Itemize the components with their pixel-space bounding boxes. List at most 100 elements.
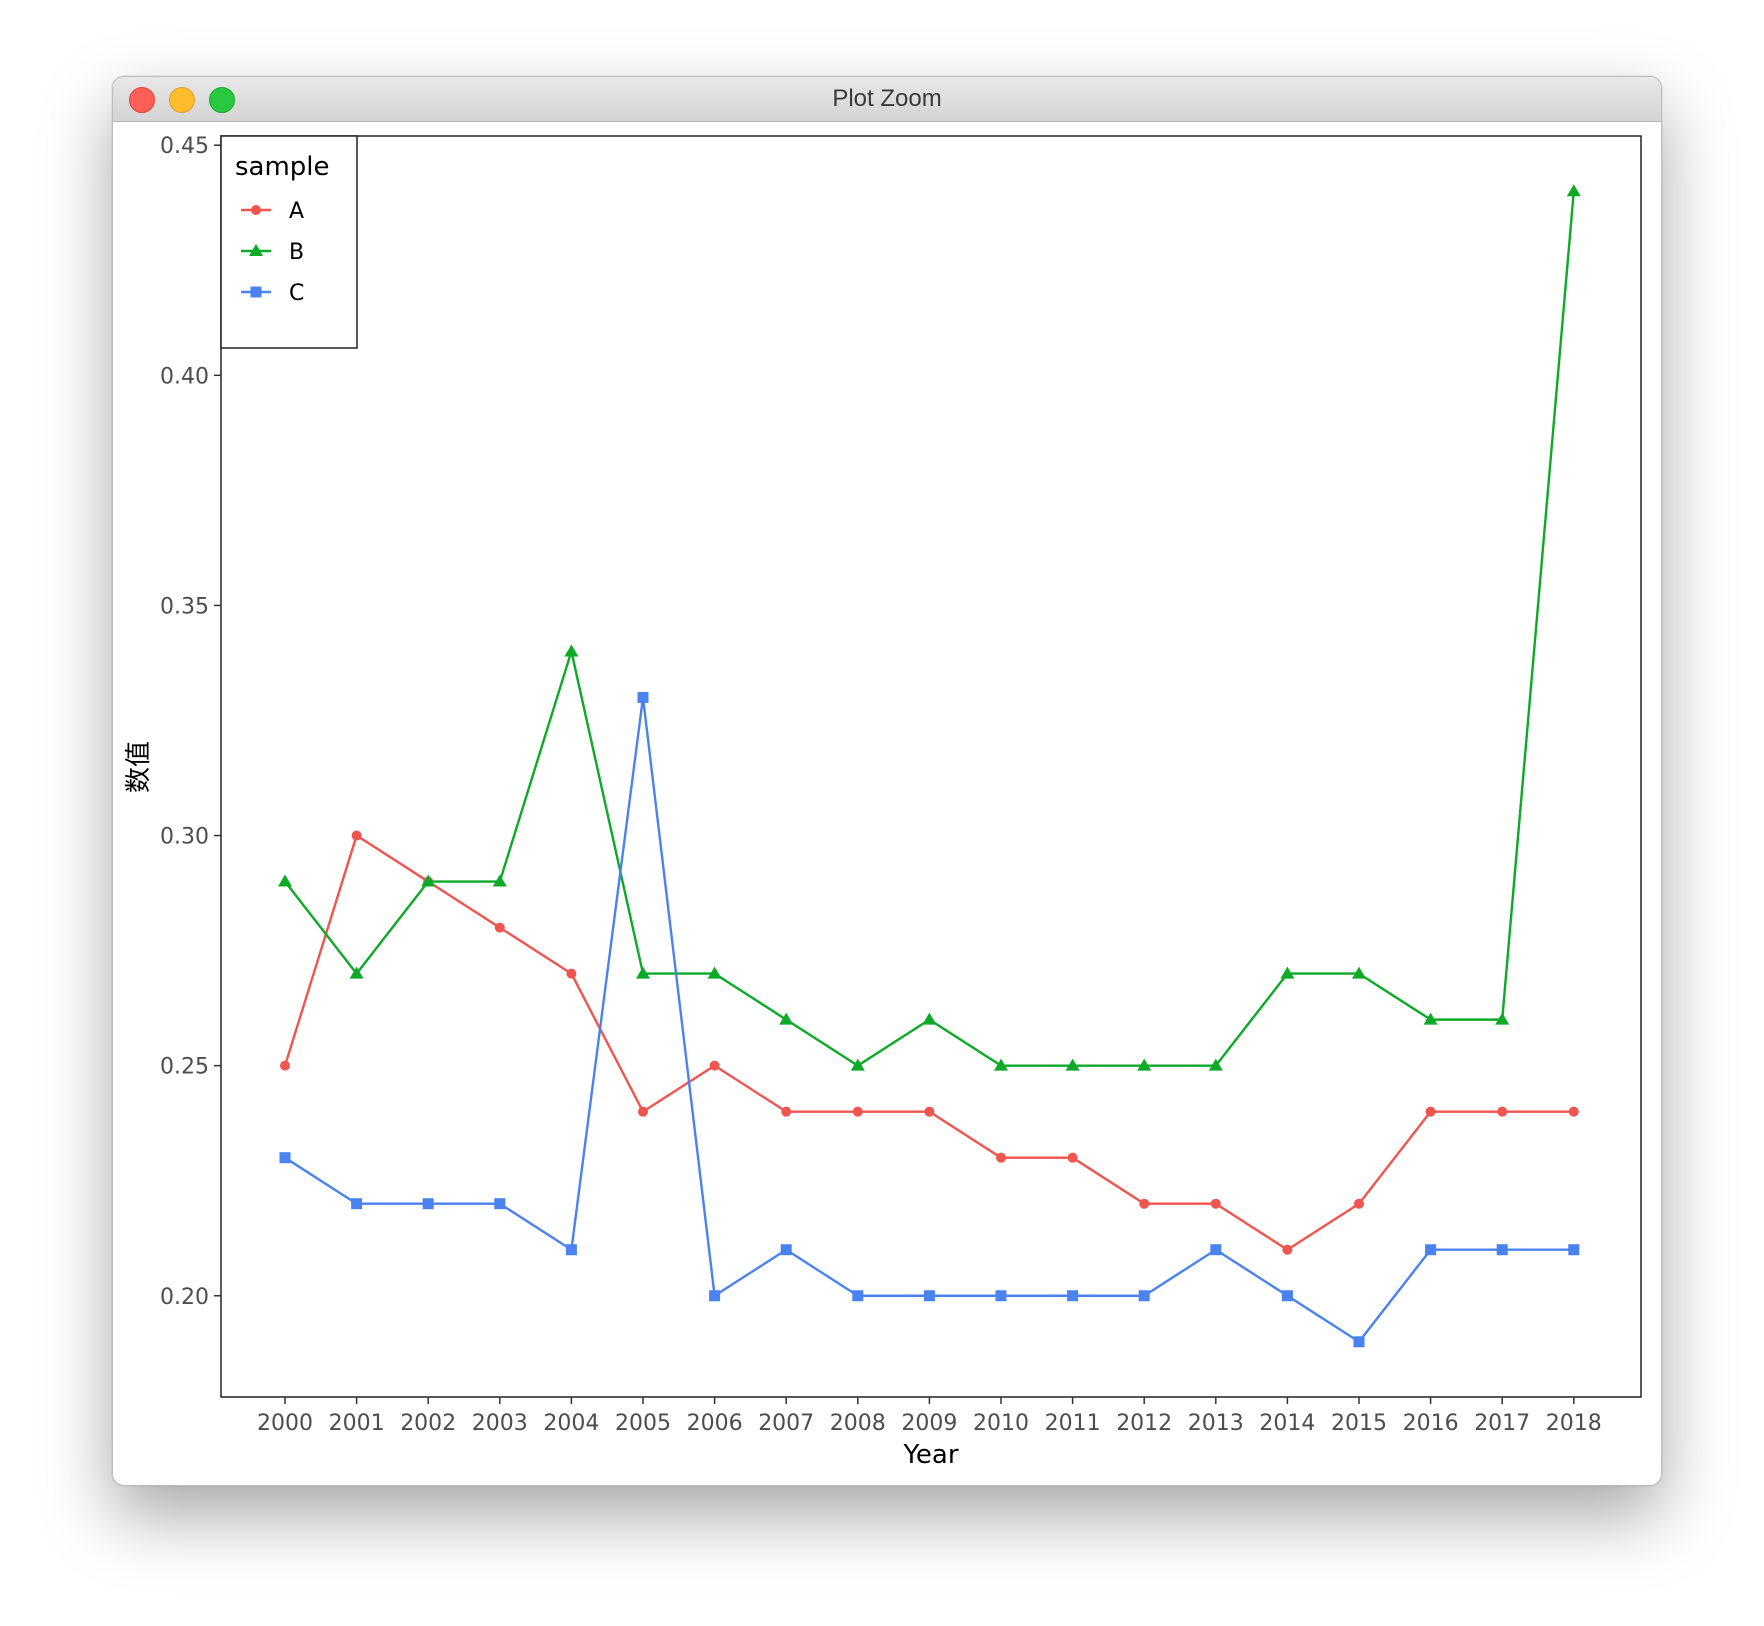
x-tick-label: 2010 — [973, 1411, 1029, 1436]
series-layer — [278, 184, 1581, 1348]
legend-title: sample — [235, 152, 330, 182]
data-point — [780, 1244, 792, 1256]
data-point — [1354, 1198, 1364, 1209]
series-line — [283, 834, 1574, 1251]
x-axis-label: Year — [902, 1440, 958, 1470]
data-point — [636, 966, 650, 979]
data-point — [1568, 1244, 1580, 1256]
title-bar[interactable]: Plot Zoom — [113, 77, 1661, 122]
legend-item-a: A — [241, 199, 304, 224]
x-tick-label: 2007 — [758, 1411, 814, 1436]
data-point — [709, 1290, 721, 1302]
data-point — [1280, 966, 1295, 979]
data-point — [565, 1244, 577, 1256]
x-tick-label: 2000 — [257, 1411, 313, 1436]
y-tick-label: 0.25 — [160, 1055, 209, 1080]
x-tick-label: 2006 — [687, 1411, 743, 1436]
data-point — [1138, 1290, 1150, 1302]
x-tick-label: 2012 — [1116, 1411, 1172, 1436]
data-point — [994, 1058, 1008, 1071]
x-tick-label: 2018 — [1546, 1411, 1602, 1436]
data-point — [779, 1012, 794, 1025]
x-tick-label: 2009 — [901, 1411, 957, 1436]
series-line — [284, 191, 1575, 1067]
x-tick-label: 2005 — [615, 1411, 671, 1436]
y-tick-label: 0.35 — [160, 594, 209, 619]
legend-items: ABC — [241, 199, 304, 306]
data-point — [494, 922, 505, 933]
data-point — [924, 1106, 935, 1117]
data-point — [564, 644, 579, 657]
legend: sample ABC — [220, 135, 358, 349]
line-chart: 0.200.250.300.350.400.45 2000 2001 2002 200… — [124, 134, 1642, 1470]
x-tick-label: 2003 — [472, 1411, 528, 1436]
x-tick-label: 2008 — [830, 1411, 886, 1436]
data-point — [781, 1106, 792, 1117]
data-point — [1139, 1198, 1150, 1209]
legend-marker — [250, 286, 262, 298]
legend-marker — [249, 244, 263, 256]
data-point — [922, 1012, 937, 1025]
data-point — [1568, 1106, 1579, 1117]
series-a — [280, 830, 1579, 1255]
data-point — [1067, 1290, 1079, 1302]
data-point — [996, 1152, 1006, 1163]
data-point — [1067, 1152, 1078, 1163]
series-b — [278, 184, 1581, 1071]
x-tick-label: 2016 — [1403, 1411, 1459, 1436]
data-point — [852, 1106, 863, 1117]
data-point — [707, 966, 722, 979]
data-point — [1495, 1012, 1510, 1025]
y-tick-label: 0.40 — [160, 364, 209, 389]
data-point — [850, 1058, 865, 1071]
x-tick-label: 2014 — [1259, 1411, 1315, 1436]
plot-area: 0.20 0.25 0.30 0.35 0.40 0.45 2000 2001 2002 200… — [113, 122, 1661, 1485]
data-point — [709, 1060, 720, 1071]
data-point — [1208, 1058, 1223, 1071]
data-point — [1210, 1198, 1221, 1209]
data-point — [492, 874, 507, 887]
data-point — [1497, 1106, 1508, 1117]
x-tick-label: 2002 — [400, 1411, 456, 1436]
data-point — [280, 1060, 290, 1071]
y-tick-label: 0.30 — [160, 825, 209, 850]
plot-zoom-window: Plot Zoom 0.20 0.25 0.30 0.35 0.40 0.45 2000 2… — [112, 76, 1662, 1486]
x-tick-label: 2004 — [543, 1411, 599, 1436]
series-c — [279, 691, 1580, 1348]
data-point — [1423, 1012, 1438, 1025]
legend-item-c: C — [241, 281, 304, 306]
legend-item-b: B — [241, 240, 304, 265]
data-point — [349, 966, 364, 979]
data-point — [1353, 1336, 1365, 1348]
data-point — [995, 1290, 1007, 1302]
legend-box — [220, 135, 358, 349]
x-axis: 2000 2001 2002 2003 2004 2005 2006 2007 2008 2009… — [257, 1397, 1602, 1436]
data-point — [1425, 1106, 1436, 1117]
data-point — [1065, 1058, 1080, 1071]
x-tick-label: 2013 — [1188, 1411, 1244, 1436]
data-point — [1566, 184, 1581, 197]
close-button[interactable] — [129, 87, 155, 113]
data-point — [1137, 1058, 1152, 1071]
plot-panel-border — [220, 135, 1642, 1398]
y-tick-label: 0.20 — [160, 1285, 209, 1310]
legend-label: A — [289, 199, 304, 224]
data-point — [494, 1198, 506, 1210]
window-title: Plot Zoom — [832, 85, 942, 112]
data-point — [422, 1198, 434, 1210]
data-point — [1425, 1244, 1437, 1256]
minimize-button[interactable] — [169, 87, 195, 113]
legend-marker — [251, 205, 261, 215]
data-point — [1281, 1290, 1293, 1302]
data-point — [1282, 1244, 1293, 1255]
y-axis: 0.20 0.25 0.30 0.35 0.40 0.45 — [160, 134, 221, 1310]
y-axis-label: 数值 — [124, 741, 154, 793]
legend-label: C — [289, 281, 304, 306]
maximize-button[interactable] — [209, 87, 235, 113]
data-point — [638, 1106, 648, 1117]
data-point — [637, 691, 649, 703]
x-tick-label: 2001 — [329, 1411, 385, 1436]
y-tick-label: 0.45 — [160, 134, 209, 159]
legend-label: B — [289, 240, 304, 265]
x-tick-label: 2011 — [1045, 1411, 1101, 1436]
